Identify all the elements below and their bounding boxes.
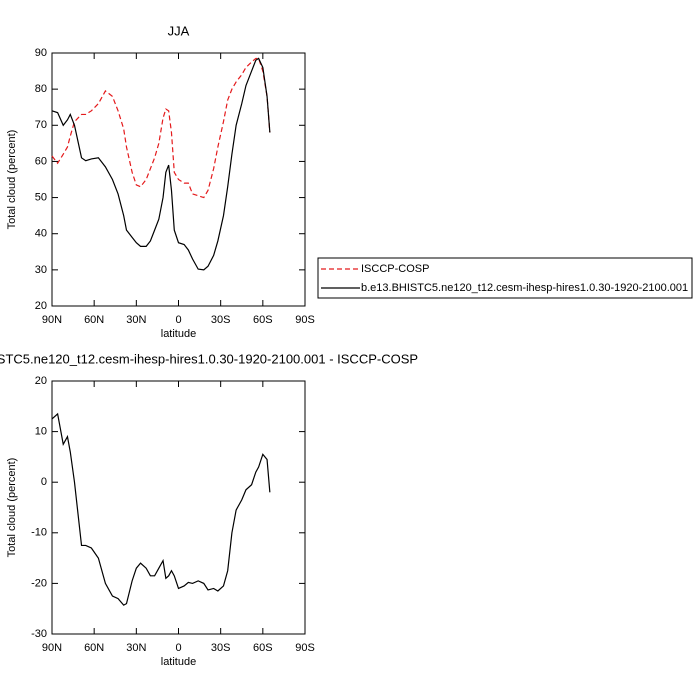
x-tick-label: 0 (175, 314, 181, 326)
y-tick-label: 60 (35, 155, 47, 167)
x-tick-label: 0 (175, 642, 181, 654)
x-tick-label: 30S (211, 314, 231, 326)
chart-title: b.e13.BHISTC5.ne120_t12.cesm-ihesp-hires… (0, 351, 418, 366)
x-tick-label: 30S (211, 642, 231, 654)
y-tick-label: 20 (35, 375, 47, 387)
x-tick-label: 60S (253, 642, 273, 654)
y-tick-label: 90 (35, 47, 47, 59)
x-tick-label: 60N (84, 314, 104, 326)
x-tick-label: 90S (295, 314, 315, 326)
data-line (51, 57, 271, 199)
y-tick-label: 30 (35, 264, 47, 276)
y-tick-label: -30 (31, 628, 47, 640)
x-tick-label: 30N (126, 314, 146, 326)
data-line (51, 412, 271, 606)
y-tick-label: 70 (35, 119, 47, 131)
x-tick-label: 30N (126, 642, 146, 654)
x-tick-label: 90N (42, 642, 62, 654)
y-axis-label: Total cloud (percent) (6, 458, 18, 558)
legend-label: ISCCP-COSP (361, 263, 429, 275)
y-tick-label: 0 (41, 476, 47, 488)
x-tick-label: 90N (42, 314, 62, 326)
x-axis-label: latitude (161, 656, 196, 668)
y-tick-label: 80 (35, 83, 47, 95)
y-tick-label: 50 (35, 191, 47, 203)
x-axis-label: latitude (161, 328, 196, 340)
chart-title: JJA (168, 23, 190, 38)
y-tick-label: -20 (31, 577, 47, 589)
legend-box (317, 257, 693, 299)
y-tick-label: 20 (35, 300, 47, 312)
y-axis-label: Total cloud (percent) (6, 130, 18, 230)
y-tick-label: 40 (35, 228, 47, 240)
legend-label: b.e13.BHISTC5.ne120_t12.cesm-ihesp-hires… (361, 282, 688, 294)
y-tick-label: 10 (35, 426, 47, 438)
plot-frame (51, 380, 306, 635)
data-line (51, 57, 271, 271)
legend: ISCCP-COSP b.e13.BHISTC5.ne120_t12.cesm-i… (317, 257, 693, 299)
y-tick-label: -10 (31, 527, 47, 539)
x-tick-label: 90S (295, 642, 315, 654)
x-tick-label: 60S (253, 314, 273, 326)
x-tick-label: 60N (84, 642, 104, 654)
